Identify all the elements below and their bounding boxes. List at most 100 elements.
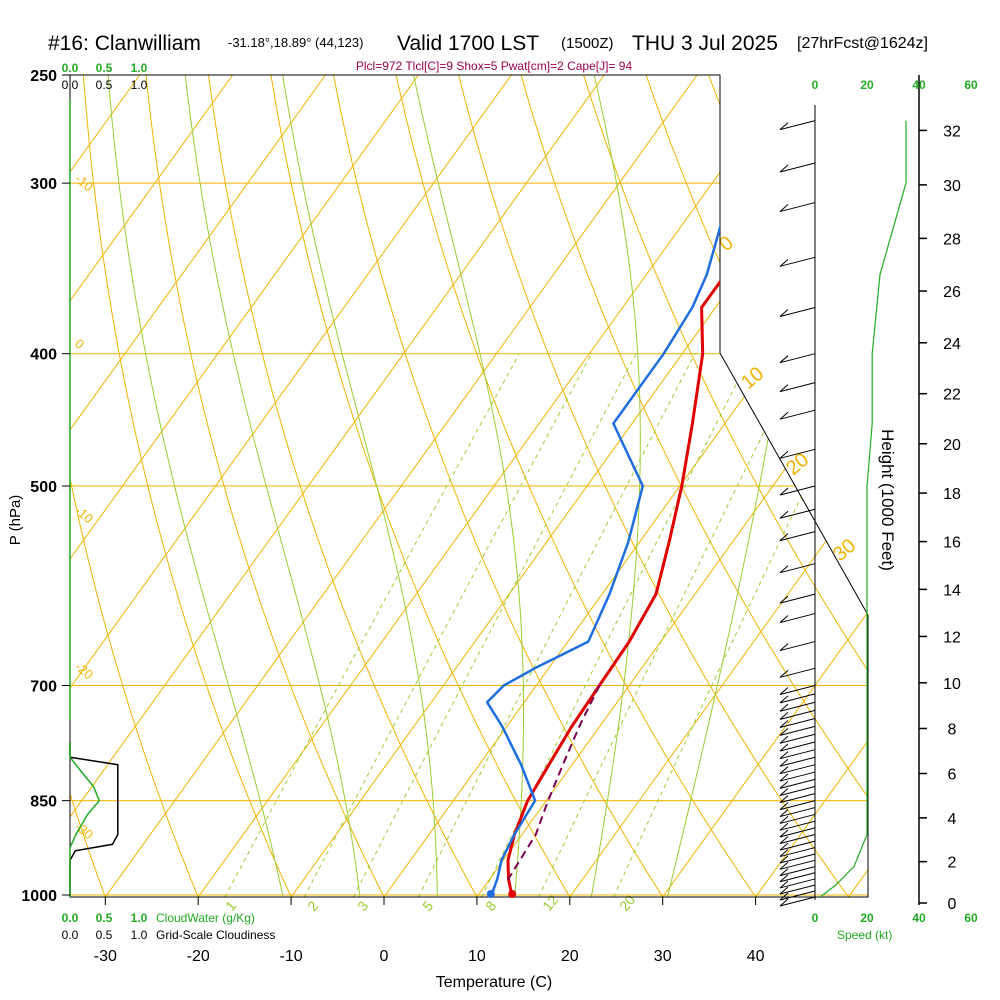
wind-barb-flag xyxy=(779,712,789,720)
wind-barb xyxy=(779,162,816,173)
wind-barb-flag xyxy=(779,849,789,857)
wind-barb-flag xyxy=(779,751,789,760)
wind-barb-flag xyxy=(779,735,789,744)
mixing-ratio-line xyxy=(418,353,696,897)
isotherm-line xyxy=(70,75,419,897)
height-tick-label: 26 xyxy=(943,284,961,301)
wind-barb-flag xyxy=(779,615,789,623)
wind-barb-flag xyxy=(779,816,789,824)
dry-adiabat-line xyxy=(204,75,494,897)
wind-barb-flag xyxy=(779,758,789,767)
wind-barb-flag xyxy=(779,855,789,864)
height-tick-label: 14 xyxy=(943,582,961,599)
wind-barb-flag xyxy=(779,533,789,542)
wind-barb-flag xyxy=(779,766,789,775)
dewpoint-surface-point xyxy=(486,890,495,898)
wind-barb xyxy=(779,382,816,393)
forecast-info: [27hrFcst@1624z] xyxy=(797,35,928,52)
p-tick-label: 400 xyxy=(30,347,57,364)
dry-adiabat-line xyxy=(143,75,400,897)
p-tick-label: 1000 xyxy=(21,888,57,905)
height-axis-label: Height (1000 Feet) xyxy=(878,429,897,571)
wind-barb-flag xyxy=(779,728,789,736)
wind-barb xyxy=(779,896,816,907)
wind-barb xyxy=(779,353,816,364)
cloudwater-top-tick: 1.0 xyxy=(131,61,148,75)
wind-barb-flag xyxy=(779,309,789,317)
x-tick-label: -30 xyxy=(94,948,117,965)
wind-barb xyxy=(779,531,816,542)
mixing-ratio-label: 8 xyxy=(482,898,499,914)
x-tick-label: 40 xyxy=(747,948,765,965)
height-tick-label: 12 xyxy=(943,629,961,646)
cloudwater-top-tick: 0.0 xyxy=(62,61,79,75)
height-tick-label: 16 xyxy=(943,535,961,552)
wind-barb-flag xyxy=(779,487,789,496)
wind-barb-flag xyxy=(779,510,789,519)
wind-barb-flag xyxy=(779,720,789,728)
wind-bottom-tick: 20 xyxy=(860,911,874,925)
moist-adiabat-line xyxy=(278,75,438,897)
cloudwater-bottom-tick: 0.0 xyxy=(62,911,79,925)
wind-barb xyxy=(779,641,816,652)
wind-barb-flag xyxy=(779,886,789,895)
height-tick-label: 32 xyxy=(943,123,961,140)
x-tick-label: -10 xyxy=(280,948,303,965)
height-tick-label: 20 xyxy=(943,437,961,454)
wind-barb xyxy=(779,859,816,870)
wind-barb-flag xyxy=(779,687,789,695)
wind-speed-line xyxy=(819,120,907,898)
isotherm-line xyxy=(70,75,605,897)
wind-barb xyxy=(779,202,816,213)
utc-time: (1500Z) xyxy=(561,35,614,52)
wind-barb xyxy=(779,786,816,797)
p-tick-label: 700 xyxy=(30,679,57,696)
isotherm-line xyxy=(197,75,791,897)
moist-adiabat-line xyxy=(182,75,364,897)
wind-barb xyxy=(779,847,816,858)
wind-barb-flag xyxy=(779,164,789,173)
pressure-axis: 250 300 400 500 700 850 1000 xyxy=(21,68,70,905)
chart-header: #16: Clanwilliam -31.18°,18.89° (44,123)… xyxy=(48,32,928,73)
wind-barb-flag xyxy=(779,669,789,678)
wind-top-tick: 20 xyxy=(860,78,874,92)
dry-adiabat-line xyxy=(70,75,211,897)
mixing-ratio-line xyxy=(481,353,753,897)
isotherm-line xyxy=(70,75,234,897)
temperature-line xyxy=(506,108,868,897)
wind-barb xyxy=(779,807,816,818)
wind-barb-flag xyxy=(779,780,789,789)
wind-barb xyxy=(779,563,816,574)
isotherm-side-label: -30 xyxy=(72,819,96,843)
wind-barb xyxy=(779,872,816,883)
height-tick-label: 6 xyxy=(948,767,957,784)
wind-bottom-tick: 0 xyxy=(812,911,819,925)
mixing-ratio-label: 2 xyxy=(304,898,321,914)
cloudiness-bottom-tick: 0.0 xyxy=(62,928,79,942)
dry-adiabat-label: 30 xyxy=(829,535,860,566)
wind-barb xyxy=(779,306,816,317)
dry-adiabat-line xyxy=(390,75,777,897)
cloudwater-bottom-tick: 1.0 xyxy=(131,911,148,925)
dry-adiabat-line xyxy=(81,75,306,897)
wind-barb xyxy=(779,701,816,712)
isotherm-side-label: 0 xyxy=(72,336,87,352)
moist-adiabat-line xyxy=(105,75,290,897)
station-coords: -31.18°,18.89° (44,123) xyxy=(228,35,363,50)
wind-barb xyxy=(779,884,816,895)
cloudiness-bottom-tick: 0.5 xyxy=(96,928,113,942)
isotherm-line xyxy=(70,75,512,897)
height-tick-label: 0 xyxy=(948,896,957,913)
isotherm-line xyxy=(755,75,868,897)
wind-barb xyxy=(779,840,816,851)
wind-barb-flag xyxy=(779,695,789,704)
wind-barb-flag xyxy=(779,829,789,838)
mixing-ratio-line xyxy=(538,353,804,897)
dry-adiabat-line xyxy=(513,75,868,897)
wind-barb-flag xyxy=(779,842,789,851)
wind-barb-flag xyxy=(779,874,789,883)
dry-adiabat-line xyxy=(0,51,22,926)
mixing-ratio-line xyxy=(303,353,592,897)
